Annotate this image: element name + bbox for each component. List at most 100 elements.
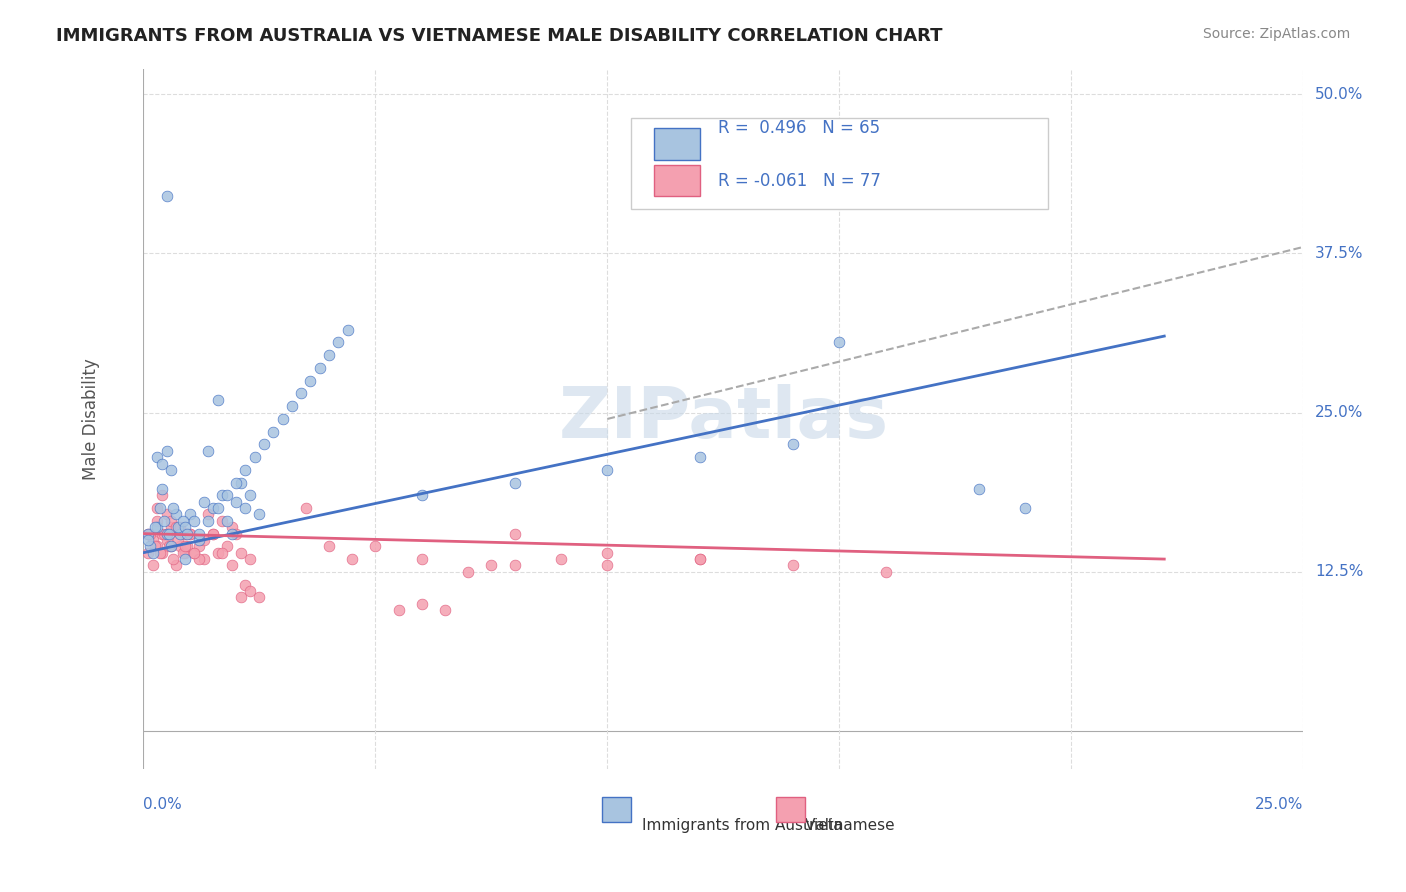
Text: Male Disability: Male Disability: [82, 358, 100, 480]
Point: [308, 361, 330, 376]
Point: [411, 552, 433, 566]
Point: [183, 546, 205, 560]
Point: [183, 514, 205, 528]
Point: [318, 348, 340, 362]
Point: [172, 514, 194, 528]
Point: [967, 482, 990, 496]
Point: [782, 558, 804, 573]
Point: [235, 501, 257, 516]
Point: [176, 526, 198, 541]
FancyBboxPatch shape: [602, 797, 631, 822]
Point: [148, 546, 170, 560]
Point: [336, 323, 359, 337]
Point: [225, 526, 247, 541]
Point: [136, 526, 159, 541]
Point: [689, 552, 711, 566]
Point: [150, 526, 173, 541]
Point: [167, 520, 190, 534]
Point: [229, 591, 252, 605]
Point: [503, 558, 526, 573]
Point: [225, 475, 247, 490]
Point: [318, 539, 340, 553]
Point: [411, 488, 433, 502]
FancyBboxPatch shape: [776, 797, 804, 822]
Text: 50.0%: 50.0%: [1315, 87, 1364, 102]
Point: [253, 437, 276, 451]
Point: [193, 533, 215, 547]
Point: [271, 412, 294, 426]
Point: [153, 514, 176, 528]
Point: [188, 552, 211, 566]
Point: [550, 552, 572, 566]
Point: [160, 463, 183, 477]
Point: [211, 488, 233, 502]
Point: [328, 335, 350, 350]
Point: [174, 546, 197, 560]
Point: [596, 558, 619, 573]
Point: [689, 450, 711, 464]
Point: [150, 482, 173, 496]
Text: Immigrants from Australia: Immigrants from Australia: [643, 818, 842, 833]
Point: [169, 526, 191, 541]
Point: [229, 546, 252, 560]
Point: [262, 425, 284, 439]
Point: [143, 539, 166, 553]
Text: ZIPatlas: ZIPatlas: [558, 384, 889, 453]
Text: Source: ZipAtlas.com: Source: ZipAtlas.com: [1202, 27, 1350, 41]
Point: [197, 514, 219, 528]
Point: [146, 520, 169, 534]
Point: [221, 526, 243, 541]
Point: [139, 526, 162, 541]
Point: [215, 514, 238, 528]
Point: [155, 526, 177, 541]
Point: [239, 552, 262, 566]
Point: [387, 603, 409, 617]
Point: [221, 558, 243, 573]
Point: [142, 546, 165, 560]
Point: [207, 392, 229, 407]
Text: 25.0%: 25.0%: [1256, 797, 1303, 813]
Point: [457, 565, 479, 579]
Point: [211, 546, 233, 560]
Point: [239, 488, 262, 502]
Point: [188, 539, 211, 553]
Point: [153, 526, 176, 541]
Text: Vietnamese: Vietnamese: [804, 818, 896, 833]
Text: 37.5%: 37.5%: [1315, 246, 1364, 260]
Point: [169, 539, 191, 553]
Point: [281, 399, 304, 413]
Point: [201, 501, 224, 516]
Point: [172, 546, 194, 560]
Point: [174, 520, 197, 534]
Point: [225, 494, 247, 508]
Point: [146, 539, 169, 553]
Point: [174, 552, 197, 566]
Point: [235, 463, 257, 477]
Point: [188, 533, 211, 547]
Point: [211, 514, 233, 528]
FancyBboxPatch shape: [654, 128, 700, 160]
Point: [215, 539, 238, 553]
Point: [160, 539, 183, 553]
Point: [247, 508, 270, 522]
Point: [142, 558, 165, 573]
FancyBboxPatch shape: [654, 164, 700, 196]
Point: [207, 501, 229, 516]
Point: [160, 539, 183, 553]
Point: [136, 546, 159, 560]
Point: [150, 457, 173, 471]
FancyBboxPatch shape: [631, 118, 1049, 209]
Point: [503, 475, 526, 490]
Text: IMMIGRANTS FROM AUSTRALIA VS VIETNAMESE MALE DISABILITY CORRELATION CHART: IMMIGRANTS FROM AUSTRALIA VS VIETNAMESE …: [56, 27, 943, 45]
Text: 0.0%: 0.0%: [143, 797, 183, 813]
Point: [183, 546, 205, 560]
Point: [157, 539, 180, 553]
Point: [174, 526, 197, 541]
Point: [167, 533, 190, 547]
Point: [146, 450, 169, 464]
Point: [689, 552, 711, 566]
Point: [201, 526, 224, 541]
Point: [169, 520, 191, 534]
Point: [160, 520, 183, 534]
Text: 25.0%: 25.0%: [1315, 405, 1364, 420]
